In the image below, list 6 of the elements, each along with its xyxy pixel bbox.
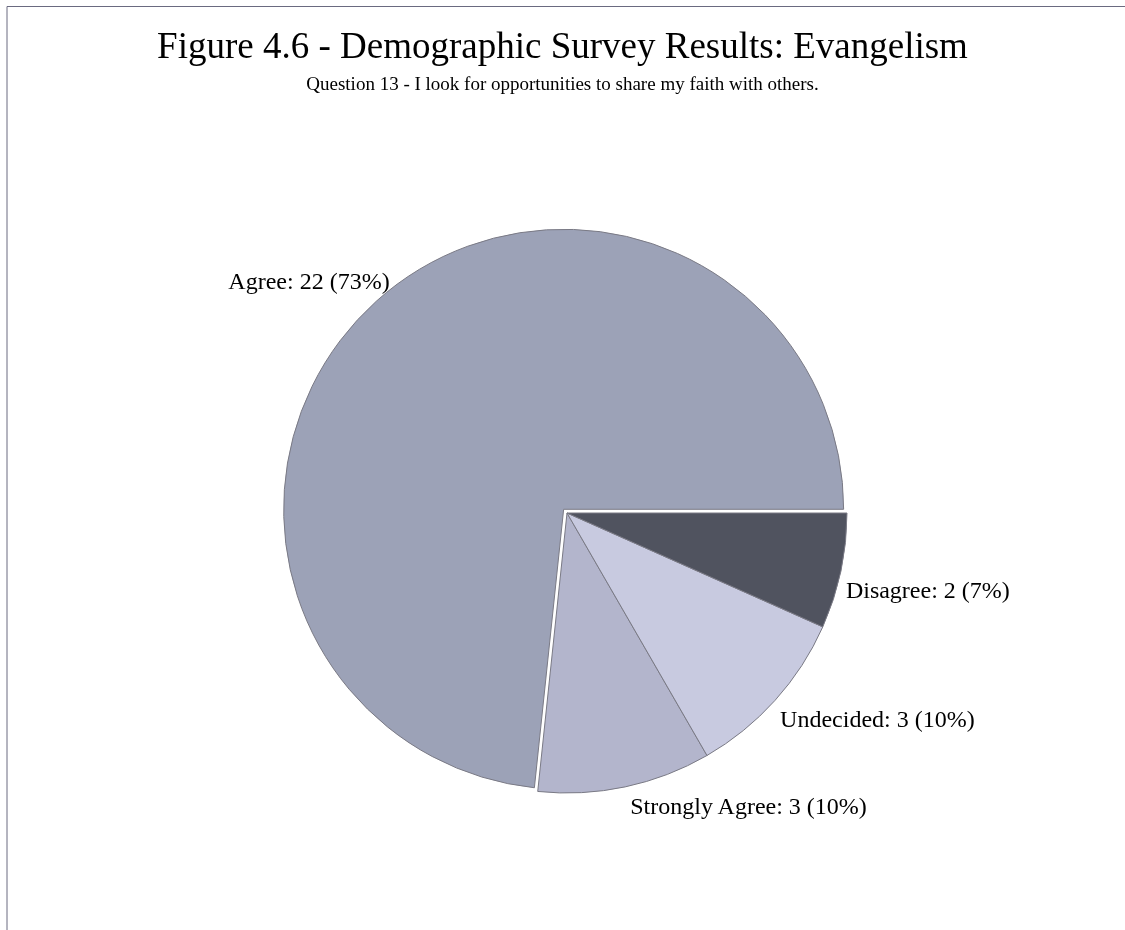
slice-label: Undecided: 3 (10%)	[780, 706, 975, 733]
slice-label: Agree: 22 (73%)	[228, 267, 390, 294]
chart-title: Figure 4.6 - Demographic Survey Results: Evangelism	[157, 25, 969, 66]
chart-subtitle: Question 13 - I look for opportunities to share my faith with others.	[306, 73, 819, 94]
slice-label: Disagree: 2 (7%)	[845, 577, 1010, 604]
slice-label: Strongly Agree: 3 (10%)	[630, 792, 867, 819]
